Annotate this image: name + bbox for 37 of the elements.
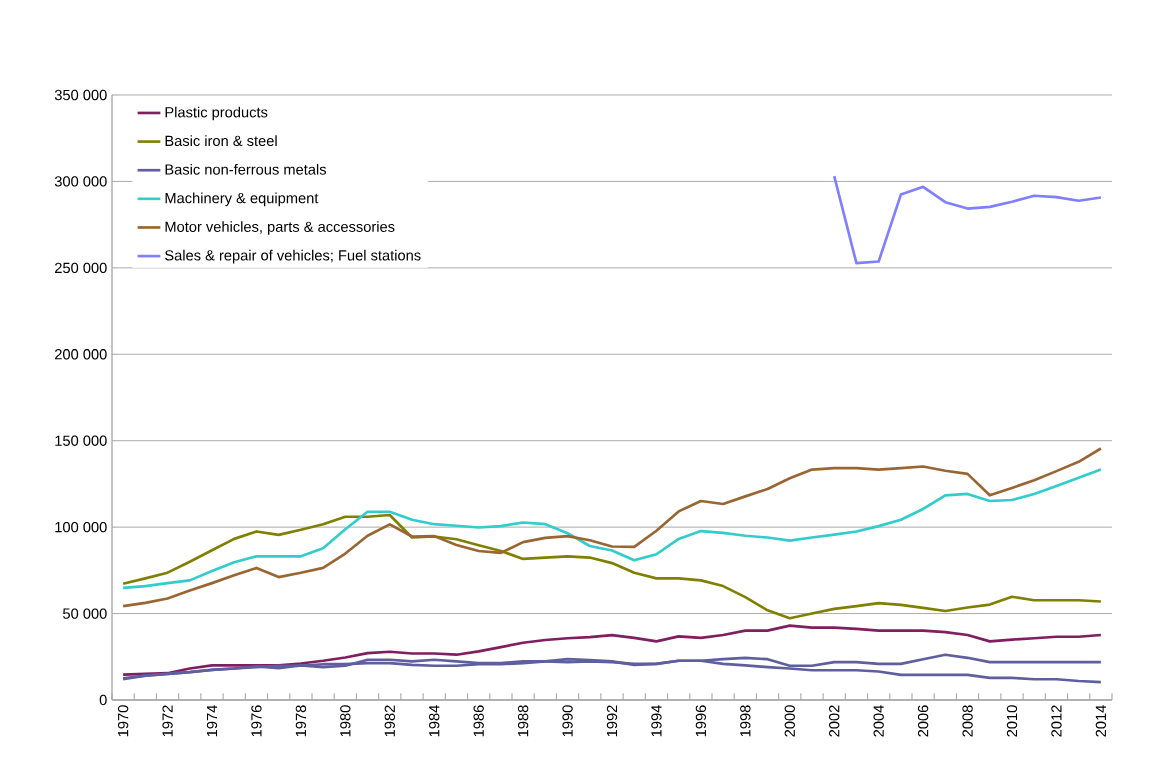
x-tick-label: 1998 [740, 705, 751, 737]
y-tick-label: 150 000 [55, 435, 107, 446]
x-tick-label: 1978 [295, 705, 307, 737]
x-tick-label: 1992 [606, 705, 618, 737]
x-tick-label: 1994 [651, 705, 662, 737]
x-tick-label: 1976 [251, 705, 262, 737]
y-tick-label: 250 000 [55, 262, 107, 274]
x-tick-label: 2012 [1051, 705, 1062, 737]
x-tick-label: 2010 [1006, 705, 1018, 737]
legend-label: Basic non-ferrous metals [165, 163, 327, 175]
x-tick-label: 1980 [340, 705, 351, 737]
x-tick-label: 2006 [917, 705, 929, 737]
legend-label: Plastic products [165, 106, 268, 121]
x-tick-label: 1972 [162, 705, 173, 737]
x-tick-label: 2008 [962, 705, 973, 737]
x-tick-label: 2014 [1095, 705, 1107, 737]
x-tick-label: 1974 [206, 705, 218, 737]
legend-label: Machinery & equipment [165, 192, 319, 207]
y-tick-label: 350 000 [54, 89, 107, 101]
y-tick-label: 0 [99, 694, 107, 706]
y-tick-label: 300 000 [54, 176, 107, 187]
x-tick-label: 1970 [117, 705, 129, 737]
x-tick-label: 1996 [695, 705, 707, 737]
x-tick-label: 1982 [384, 705, 395, 737]
y-tick-label: 200 000 [55, 349, 107, 360]
x-tick-label: 2002 [829, 705, 840, 737]
x-tick-label: 2000 [784, 705, 795, 737]
x-tick-label: 1988 [517, 705, 529, 737]
x-tick-label: 1990 [562, 705, 573, 737]
legend-label: Sales & repair of vehicles; Fuel stations [165, 249, 421, 264]
y-tick-label: 100 000 [55, 521, 107, 533]
x-tick-label: 1984 [429, 705, 440, 737]
legend-label: Motor vehicles, parts & accessories [165, 221, 395, 235]
legend-label: Basic iron & steel [165, 135, 277, 147]
y-tick-label: 50 000 [63, 608, 107, 619]
x-tick-label: 1986 [473, 705, 484, 737]
x-tick-label: 2004 [873, 705, 884, 737]
